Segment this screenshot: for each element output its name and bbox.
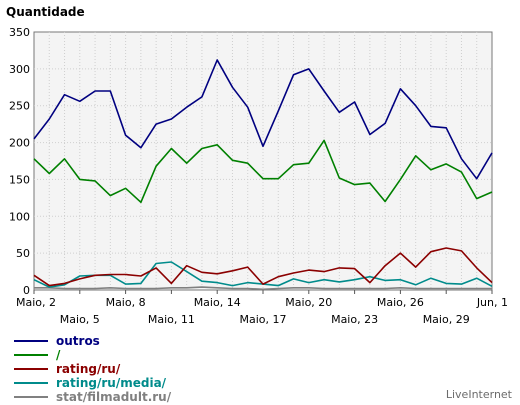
series-line-2 [33, 247, 493, 287]
x-tick-label: Maio, 14 [194, 296, 241, 309]
series-line-0 [33, 59, 493, 180]
x-tick-label: Maio, 20 [285, 296, 332, 309]
y-tick-label: 0 [23, 284, 30, 297]
legend-swatch [14, 396, 48, 398]
chart-title: Quantidade [6, 5, 85, 19]
legend-label: / [56, 348, 61, 362]
legend-swatch [14, 340, 48, 342]
legend-swatch [14, 368, 48, 370]
y-tick-label: 200 [9, 137, 30, 150]
x-tick-label: Maio, 29 [423, 313, 470, 326]
legend-label: stat/filmadult.ru/ [56, 390, 172, 404]
y-tick-label: 50 [16, 247, 30, 260]
series-lines [33, 59, 493, 291]
series-line-1 [33, 139, 493, 204]
y-tick-label: 350 [9, 26, 30, 39]
x-tick-label: Maio, 17 [239, 313, 286, 326]
legend-item: stat/filmadult.ru/ [14, 390, 171, 404]
x-tick-label: Maio, 2 [16, 296, 56, 309]
x-tick-label: Maio, 26 [377, 296, 424, 309]
series-line-4 [34, 286, 492, 291]
x-tick-label: Maio, 5 [60, 313, 100, 326]
x-tick-label: Maio, 23 [331, 313, 378, 326]
y-tick-label: 300 [9, 63, 30, 76]
y-tick-label: 250 [9, 100, 30, 113]
x-tick-label: Jun, 1 [476, 296, 508, 309]
x-tick-label: Maio, 11 [148, 313, 195, 326]
legend-label: rating/ru/ [56, 362, 121, 376]
legend-item: / [14, 348, 60, 362]
y-axis: 0 50 100 150 200 250 300 350 [9, 26, 30, 297]
legend-swatch [14, 354, 48, 356]
y-tick-label: 150 [9, 173, 30, 186]
y-tick-label: 100 [9, 210, 30, 223]
grid-lines [34, 32, 492, 290]
legend-label: outros [56, 334, 100, 348]
legend-item: outros [14, 334, 100, 348]
legend-item: rating/ru/media/ [14, 376, 166, 390]
legend-item: rating/ru/ [14, 362, 120, 376]
x-tick-label: Maio, 8 [106, 296, 146, 309]
legend-swatch [14, 382, 48, 384]
liveinternet-watermark: LiveInternet [445, 388, 512, 401]
legend-label: rating/ru/media/ [56, 376, 167, 390]
